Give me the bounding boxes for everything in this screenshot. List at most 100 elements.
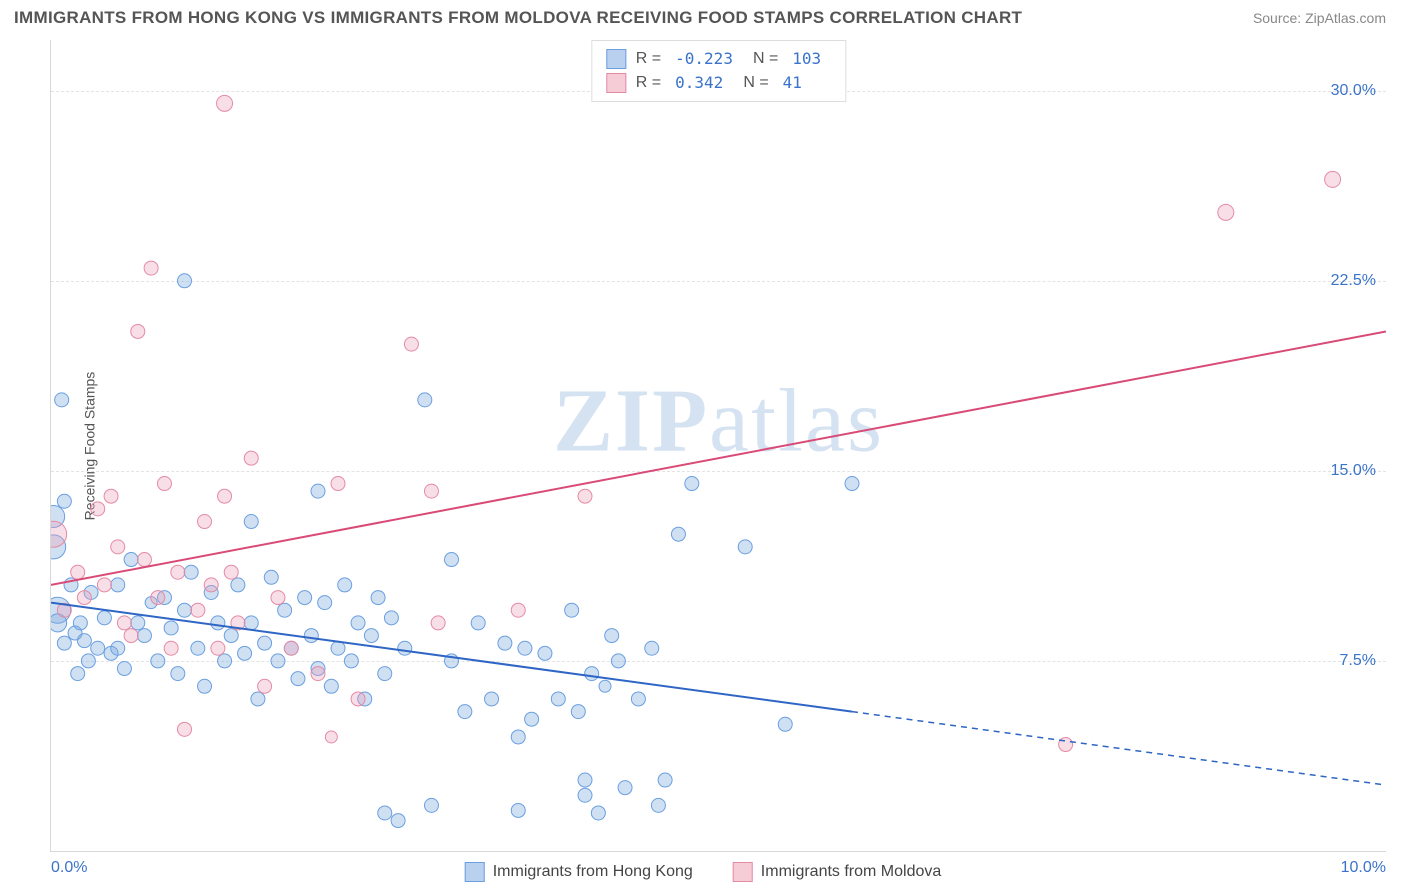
n-value: 103 (788, 47, 831, 71)
data-point (164, 641, 178, 655)
data-point (224, 565, 238, 579)
data-point (178, 722, 192, 736)
data-point (231, 578, 245, 592)
data-point (157, 477, 171, 491)
data-point (111, 641, 125, 655)
data-point (371, 591, 385, 605)
legend-swatch (606, 73, 626, 93)
data-point (258, 679, 272, 693)
n-label: N = (753, 47, 778, 71)
chart-header: IMMIGRANTS FROM HONG KONG VS IMMIGRANTS … (0, 0, 1406, 36)
data-point (1325, 171, 1341, 187)
data-point (565, 603, 579, 617)
data-point (218, 489, 232, 503)
data-point (631, 692, 645, 706)
data-point (591, 806, 605, 820)
data-point (224, 629, 238, 643)
data-point (57, 494, 71, 508)
data-point (324, 679, 338, 693)
data-point (91, 641, 105, 655)
plot-box: Receiving Food Stamps ZIPatlas R =-0.223… (50, 40, 1386, 852)
n-label: N = (743, 71, 768, 95)
source-name: ZipAtlas.com (1305, 10, 1386, 26)
data-point (458, 705, 472, 719)
data-point (364, 629, 378, 643)
data-point (117, 662, 131, 676)
data-point (304, 629, 318, 643)
data-point (384, 611, 398, 625)
legend-row: R = 0.342N = 41 (606, 71, 831, 95)
data-point (424, 798, 438, 812)
data-point (91, 502, 105, 516)
series-legend: Immigrants from Hong Kong Immigrants from… (465, 862, 942, 882)
data-point (151, 591, 165, 605)
data-point (645, 641, 659, 655)
n-value: 41 (779, 71, 812, 95)
data-point (518, 641, 532, 655)
r-value: 0.342 (671, 71, 733, 95)
legend-swatch (733, 862, 753, 882)
data-point (378, 667, 392, 681)
data-point (378, 806, 392, 820)
data-point (511, 603, 525, 617)
data-point (131, 616, 145, 630)
data-point (81, 654, 95, 668)
data-point (291, 672, 305, 686)
legend-item: Immigrants from Moldova (733, 862, 942, 882)
data-point (284, 641, 298, 655)
data-point (71, 667, 85, 681)
data-point (485, 692, 499, 706)
data-point (351, 692, 365, 706)
data-point (218, 654, 232, 668)
data-point (198, 515, 212, 529)
data-point (191, 641, 205, 655)
data-point (318, 596, 332, 610)
data-point (498, 636, 512, 650)
data-point (77, 591, 91, 605)
data-point (571, 705, 585, 719)
data-point (605, 629, 619, 643)
data-point (511, 803, 525, 817)
data-point (331, 477, 345, 491)
x-tick-label: 0.0% (51, 859, 87, 877)
data-point (404, 337, 418, 351)
data-point (424, 484, 438, 498)
data-point (244, 515, 258, 529)
legend-row: R =-0.223N =103 (606, 47, 831, 71)
data-point (238, 646, 252, 660)
data-point (204, 578, 218, 592)
data-point (551, 692, 565, 706)
x-tick-label: 10.0% (1341, 859, 1386, 877)
data-point (578, 788, 592, 802)
data-point (618, 781, 632, 795)
data-point (258, 636, 272, 650)
data-point (278, 603, 292, 617)
data-point (137, 553, 151, 567)
data-point (578, 489, 592, 503)
data-point (311, 484, 325, 498)
data-point (144, 261, 158, 275)
data-point (599, 680, 611, 692)
data-point (211, 641, 225, 655)
data-point (585, 667, 599, 681)
data-point (184, 565, 198, 579)
data-point (191, 603, 205, 617)
legend-item: Immigrants from Hong Kong (465, 862, 693, 882)
data-point (77, 634, 91, 648)
data-point (471, 616, 485, 630)
data-point (344, 654, 358, 668)
data-point (671, 527, 685, 541)
chart-source: Source: ZipAtlas.com (1253, 10, 1386, 26)
data-point (198, 679, 212, 693)
data-point (271, 654, 285, 668)
data-point (171, 565, 185, 579)
data-point (73, 616, 87, 630)
data-point (97, 611, 111, 625)
data-point (271, 591, 285, 605)
data-point (338, 578, 352, 592)
source-label: Source: (1253, 10, 1301, 26)
data-point (164, 621, 178, 635)
legend-label: Immigrants from Moldova (761, 863, 942, 881)
data-point (264, 570, 278, 584)
data-point (111, 540, 125, 554)
